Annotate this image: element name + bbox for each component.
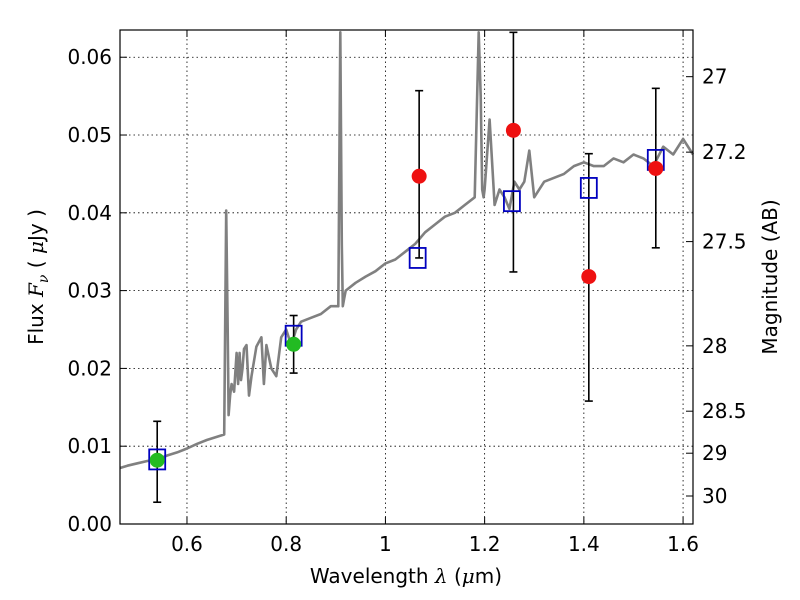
measured-flux-point [581,269,597,285]
y2-tick-label: 27.5 [702,230,747,254]
y-tick-label: 0.06 [67,45,112,69]
model-spectrum-line [119,30,695,470]
y-tick-label: 0.01 [67,434,112,458]
x-tick-label: 1.4 [568,532,600,556]
detected-flux-point [149,452,165,468]
y-tick-label: 0.00 [67,512,112,536]
grid [120,30,693,525]
y2-axis-label: Magnitude (AB) [758,199,782,354]
x-tick-label: 0.8 [270,532,302,556]
measured-flux-point [505,122,521,138]
detected-flux-point [286,336,302,352]
y-tick-label: 0.02 [67,356,112,380]
y2-tick-label: 27 [702,65,727,89]
x-tick-label: 1.6 [667,532,699,556]
synthetic-photometry-square [408,247,427,269]
y-tick-label: 0.03 [67,279,112,303]
y2-tick-label: 29 [702,441,727,465]
measured-flux-point [411,168,427,184]
axes: 0.6 0.8 1 1.2 1.4 1.6 0.00 0.01 0.02 0.03 0.04 0.05… [67,30,747,556]
x-tick-label: 1.2 [469,532,501,556]
x-tick-label: 1 [379,532,392,556]
synthetic-photometry-square [148,448,167,471]
synthetic-photometry-square [503,190,521,213]
y-tick-label: 0.05 [67,123,112,147]
y-tick-label: 0.04 [67,201,112,225]
plot-area [119,30,695,504]
y2-tick-label: 28 [702,334,727,358]
x-axis-label: Wavelength λ (μm) [310,564,502,588]
y2-tick-label: 27.2 [702,140,747,164]
y2-tick-label: 28.5 [702,399,747,423]
synthetic-photometry-square [579,177,598,199]
y-axis-label: Flux Fν ( μJy ) [24,209,52,345]
y2-tick-label: 30 [702,484,727,508]
x-tick-label: 0.6 [171,532,203,556]
measured-flux-point [648,160,664,176]
plot-frame [119,29,694,525]
